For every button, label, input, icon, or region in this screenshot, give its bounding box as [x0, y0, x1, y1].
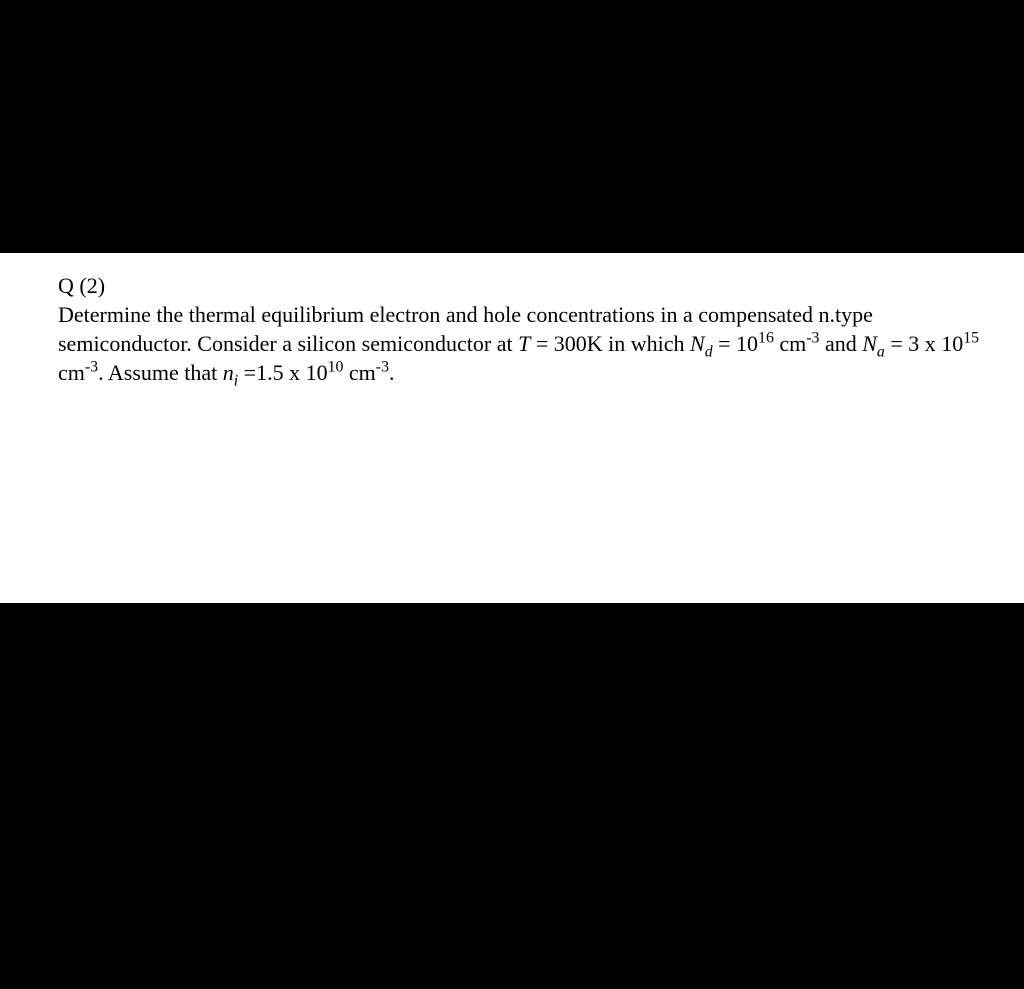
question-body: Determine the thermal equilibrium electr… — [58, 300, 984, 387]
question-label: Q (2) — [58, 271, 984, 300]
document-page: Q (2) Determine the thermal equilibrium … — [0, 253, 1024, 603]
question-block: Q (2) Determine the thermal equilibrium … — [58, 271, 984, 387]
